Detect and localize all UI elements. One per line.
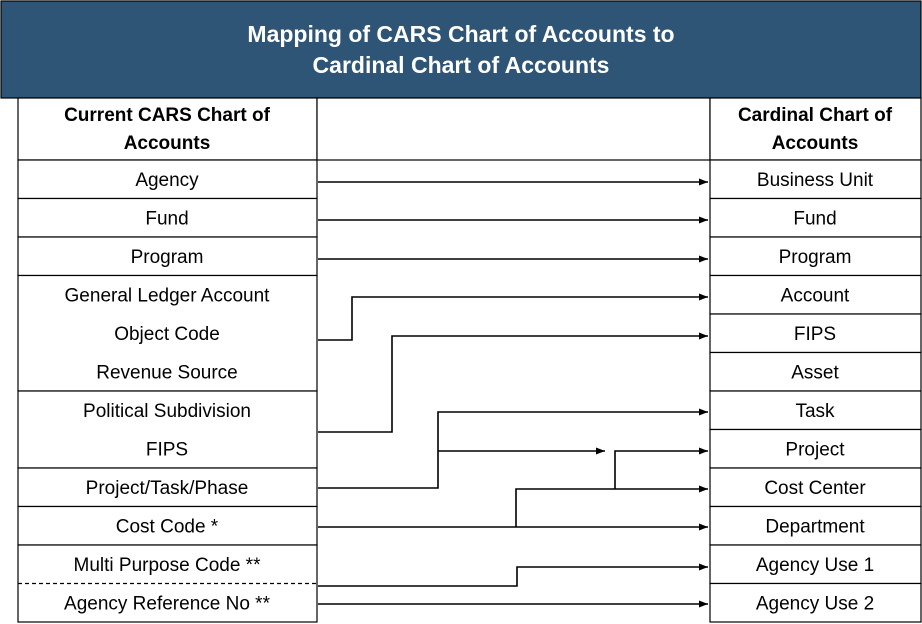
left-item: Program [131,247,204,268]
right-box [709,428,922,469]
right-item: Department [765,517,865,538]
left-header: Current CARS Chart of [64,105,271,126]
left-box [17,197,318,238]
right-box [709,351,922,392]
left-item: Political Subdivision [83,401,251,422]
right-item: Account [781,286,850,307]
right-item: Agency Use 2 [756,594,874,615]
right-box [709,467,922,508]
right-item: Agency Use 1 [756,555,874,576]
right-box [709,390,922,431]
arrow [318,563,708,587]
right-item: Fund [793,209,836,230]
arrow [318,408,708,489]
left-item: Revenue Source [96,363,238,384]
title: Cardinal Chart of Accounts [313,52,610,78]
left-item: Project/Task/Phase [86,478,249,499]
connectors [318,178,708,608]
right-item: Cost Center [764,478,866,499]
left-item: Cost Code * [116,517,219,538]
right-box [709,313,922,354]
arrow [318,332,708,433]
left-item: FIPS [146,440,188,461]
right-header: Accounts [772,133,859,154]
left-item: Agency [135,170,199,191]
right-item: FIPS [794,324,836,345]
left-item: General Ledger Account [65,286,271,307]
left-item: Object Code [114,324,220,345]
right-box [709,582,922,623]
left-item: Fund [145,209,188,230]
right-item: Asset [791,363,839,384]
right-box [709,505,922,546]
right-item: Business Unit [757,170,874,191]
right-header: Cardinal Chart of [738,105,893,126]
arrow [318,293,708,341]
left-item: Multi Purpose Code ** [74,555,262,576]
right-box [709,197,922,238]
title: Mapping of CARS Chart of Accounts to [247,21,674,47]
left-box [17,274,318,392]
right-box [709,236,922,277]
right-item: Task [795,401,835,422]
right-header-box [709,97,922,161]
boxes [17,159,922,623]
right-item: Program [779,247,852,268]
left-header: Accounts [124,133,211,154]
left-item: Agency Reference No ** [64,594,271,615]
arrow [614,447,708,489]
left-box [17,159,318,200]
left-box [17,467,318,508]
middle-header-box [316,97,711,161]
right-box [709,544,922,585]
right-box [709,274,922,315]
right-item: Project [785,440,845,461]
arrow [515,485,708,527]
right-box [709,159,922,200]
left-header-box [17,97,318,161]
title-bar [0,0,922,99]
